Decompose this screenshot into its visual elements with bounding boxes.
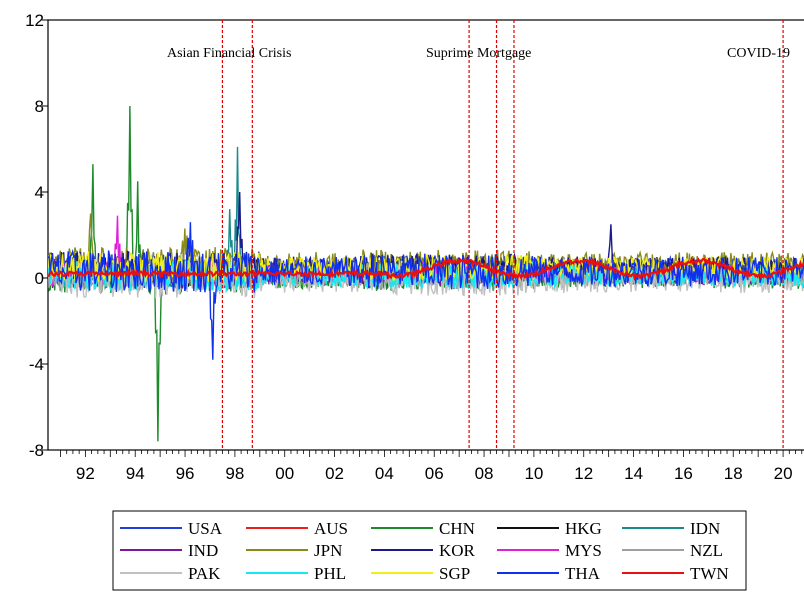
legend-label-jpn: JPN [314,541,342,560]
x-tick-label: 16 [674,464,693,483]
legend-label-phl: PHL [314,564,346,583]
x-tick-label: 04 [375,464,394,483]
legend-label-kor: KOR [439,541,476,560]
x-tick-label: 10 [524,464,543,483]
legend-label-pak: PAK [188,564,221,583]
x-tick-label: 96 [176,464,195,483]
legend-label-tha: THA [565,564,601,583]
y-tick-label: -4 [29,355,44,374]
x-tick-label: 08 [475,464,494,483]
legend-label-ind: IND [188,541,218,560]
x-tick-label: 00 [275,464,294,483]
legend-label-twn: TWN [690,564,729,583]
x-tick-label: 20 [774,464,793,483]
event-label: Asian Financial Crisis [167,46,291,61]
y-tick-label: 4 [35,183,44,202]
x-tick-label: 94 [126,464,145,483]
x-tick-label: 06 [425,464,444,483]
events-layer: Asian Financial Crisis Suprime Mortgage CO… [167,20,790,450]
y-tick-label: 0 [35,269,44,288]
series-line-twn [48,256,804,282]
event-label: COVID-19 [727,46,790,61]
x-tick-label: 12 [574,464,593,483]
legend-label-chn: CHN [439,519,475,538]
x-tick-label: 92 [76,464,95,483]
x-tick-label: 18 [724,464,743,483]
series-layer [48,105,804,442]
x-tick-label: 14 [624,464,643,483]
legend-label-mys: MYS [565,541,602,560]
legend-label-aus: AUS [314,519,348,538]
y-tick-label: 12 [25,11,44,30]
y-tick-label: 8 [35,97,44,116]
legend: USA AUS CHN HKG IDN IND JPN KOR MYS NZL PAK PHL SGP T… [112,510,747,591]
legend-label-sgp: SGP [439,564,470,583]
legend-label-idn: IDN [690,519,720,538]
x-tick-label: 98 [225,464,244,483]
legend-label-usa: USA [188,519,223,538]
legend-label-hkg: HKG [565,519,602,538]
plot-frame [47,19,804,451]
legend-label-nzl: NZL [690,541,723,560]
y-tick-label: -8 [29,441,44,460]
event-label: Suprime Mortgage [426,46,531,61]
x-tick-label: 02 [325,464,344,483]
series-line-tha [48,222,804,360]
